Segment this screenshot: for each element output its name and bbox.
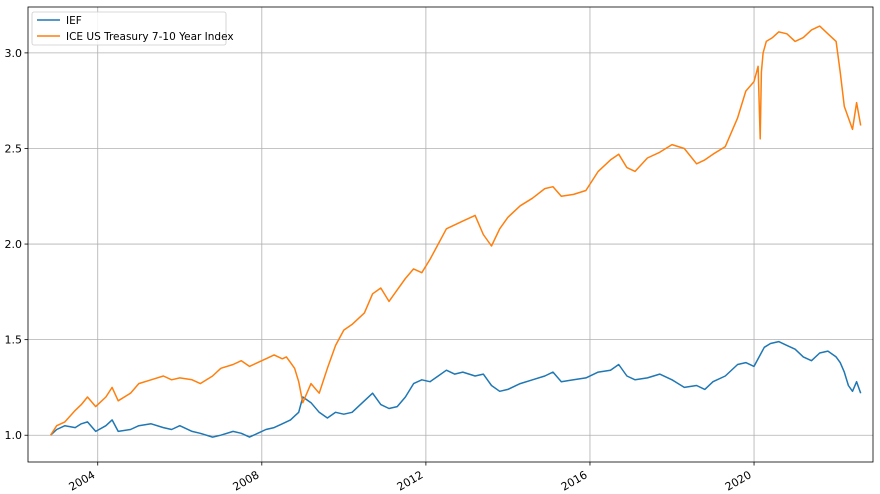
x-tick-label: 2020 xyxy=(723,468,754,493)
y-tick-label: 1.0 xyxy=(5,429,23,442)
grid-lines xyxy=(28,7,873,462)
y-tick-label: 2.5 xyxy=(5,142,23,155)
series-line-0 xyxy=(50,340,862,438)
y-tick-label: 1.5 xyxy=(5,334,23,347)
x-tick-label: 2012 xyxy=(395,468,426,493)
y-tick-label: 2.0 xyxy=(5,238,23,251)
legend-label-ief: IEF xyxy=(66,15,82,27)
legend: IEF ICE US Treasury 7-10 Year Index xyxy=(31,11,234,46)
y-tick-label: 3.0 xyxy=(5,47,23,60)
plot-background xyxy=(28,7,873,462)
x-tick-label: 2004 xyxy=(67,468,98,493)
y-axis: 1.0 1.5 2.0 2.5 3.0 xyxy=(5,47,28,442)
x-axis: 2004 2008 2012 2016 2020 xyxy=(67,462,755,494)
plot-frame xyxy=(27,6,874,463)
series-layer xyxy=(49,25,862,438)
legend-box xyxy=(31,11,227,46)
series-line-1 xyxy=(49,25,862,436)
legend-label-ice-index: ICE US Treasury 7-10 Year Index xyxy=(66,31,234,43)
x-tick-label: 2016 xyxy=(559,468,590,493)
x-tick-label: 2008 xyxy=(231,468,262,493)
